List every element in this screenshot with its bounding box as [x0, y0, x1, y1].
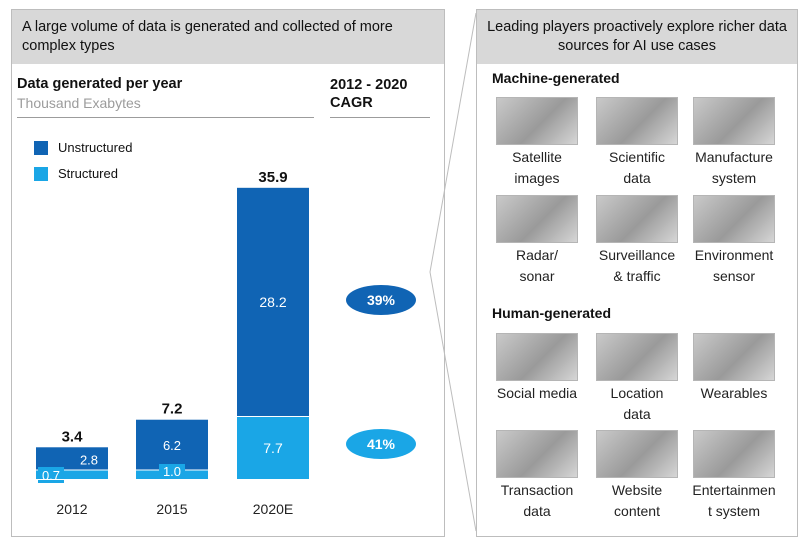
machine-item-tile: Surveillance & traffic — [590, 195, 684, 287]
bar-unstructured-2020E — [237, 187, 309, 417]
left-panel-header: A large volume of data is generated and … — [12, 10, 444, 64]
total-label-2015: 7.2 — [162, 401, 183, 418]
cagr-title: 2012 - 2020 CAGR — [330, 76, 407, 112]
segment-label-unstructured-2020E: 28.2 — [259, 294, 286, 310]
human-item-caption-line1: Wearables — [700, 385, 768, 401]
human-item-caption-line1: Location — [610, 385, 664, 401]
legend-swatch-structured — [34, 166, 48, 181]
total-label-2020E: 35.9 — [258, 169, 287, 186]
legend-item-structured: Structured — [34, 166, 118, 181]
machine-item-tile: Scientific data — [590, 97, 684, 189]
machine-item-caption-line2: & traffic — [613, 268, 661, 284]
machine-item-caption-line2: images — [514, 170, 560, 186]
human-item-caption-line2: data — [523, 503, 551, 519]
human-item-caption-line1: Website — [611, 482, 663, 498]
human-item-caption: Website content — [590, 480, 684, 522]
human-item-thumbnail-image — [496, 430, 578, 478]
machine-item-caption: Satellite images — [490, 147, 584, 189]
category-label-2012: 2012 — [56, 501, 87, 517]
machine-item-caption: Environment sensor — [687, 245, 781, 287]
machine-item-caption-line2: sonar — [519, 268, 555, 284]
human-item-caption-line2: content — [614, 503, 660, 519]
machine-item-thumbnail-image — [596, 195, 678, 243]
chart-title: Data generated per year — [17, 76, 183, 92]
machine-generated-label: Machine-generated — [492, 70, 620, 86]
human-item-tile: Location data — [590, 333, 684, 425]
human-item-thumbnail-image — [596, 333, 678, 381]
bar-unstructured-2015 — [136, 419, 208, 470]
bar-structured-2020E — [237, 416, 309, 479]
machine-item-caption-line1: Environment — [694, 247, 774, 263]
machine-item-caption: Manufacture system — [687, 147, 781, 189]
cagr-badge-structured: 41% — [346, 429, 416, 459]
label-bg-structured-2015 — [159, 464, 185, 479]
machine-item-tile: Environment sensor — [687, 195, 781, 287]
machine-item-caption-line1: Radar/ — [515, 247, 559, 263]
human-generated-label: Human-generated — [492, 305, 612, 321]
machine-item-tile: Radar/sonar — [490, 195, 584, 287]
human-item-caption: Entertainmen t system — [687, 480, 781, 522]
machine-item-thumbnail-image — [693, 97, 775, 145]
machine-item-caption-line1: Surveillance — [598, 247, 676, 263]
human-item-caption-line2: data — [623, 406, 651, 422]
legend-label-structured: Structured — [58, 166, 118, 181]
human-item-thumbnail-image — [693, 333, 775, 381]
human-item-caption-line1: Entertainmen — [692, 482, 776, 498]
machine-item-caption: Surveillance & traffic — [590, 245, 684, 287]
human-item-tile: Website content — [590, 430, 684, 522]
human-item-tile: Social media — [490, 333, 584, 404]
machine-item-caption-line2: system — [711, 170, 757, 186]
total-label-2012: 3.4 — [62, 428, 84, 445]
machine-item-tile: Satellite images — [490, 97, 584, 189]
human-item-thumbnail-image — [596, 430, 678, 478]
segment-label-structured-2015: 1.0 — [163, 464, 181, 479]
bar-structured-2012 — [36, 470, 108, 479]
human-item-caption: Location data — [590, 383, 684, 425]
legend-swatch-unstructured — [34, 140, 48, 155]
cagr-title-line1: 2012 - 2020 — [330, 77, 408, 93]
human-item-thumbnail-image — [693, 430, 775, 478]
machine-item-caption-line2: data — [623, 170, 651, 186]
human-item-caption-line1: Social media — [496, 385, 578, 401]
machine-item-thumbnail-image — [596, 97, 678, 145]
machine-item-thumbnail-image — [496, 195, 578, 243]
chart-title-rule — [17, 117, 314, 118]
machine-item-caption-line1: Manufacture — [695, 149, 773, 165]
category-label-2020E: 2020E — [253, 501, 293, 517]
segment-label-unstructured-2012: 2.8 — [80, 452, 98, 467]
human-item-tile: Wearables — [687, 333, 781, 404]
human-item-tile: Transaction data — [490, 430, 584, 522]
bar-unstructured-2012 — [36, 447, 108, 470]
human-item-caption: Wearables — [687, 383, 781, 404]
human-item-caption: Social media — [490, 383, 584, 404]
legend-item-unstructured: Unstructured — [34, 140, 132, 155]
machine-item-caption-line1: Scientific — [608, 149, 666, 165]
machine-item-caption-line2: sensor — [712, 268, 756, 284]
machine-item-thumbnail-image — [496, 97, 578, 145]
human-item-caption-line1: Transaction — [500, 482, 574, 498]
machine-item-caption: Scientific data — [590, 147, 684, 189]
legend-label-unstructured: Unstructured — [58, 140, 133, 155]
machine-item-thumbnail-image — [693, 195, 775, 243]
cagr-title-line2: CAGR — [330, 95, 373, 111]
human-item-caption: Transaction data — [490, 480, 584, 522]
segment-label-unstructured-2015: 6.2 — [163, 438, 181, 453]
chart-subtitle: Thousand Exabytes — [17, 95, 141, 111]
human-item-tile: Entertainmen t system — [687, 430, 781, 522]
human-item-thumbnail-image — [496, 333, 578, 381]
category-label-2015: 2015 — [156, 501, 187, 517]
segment-label-structured-2020E: 7.7 — [263, 440, 283, 456]
cagr-badge-unstructured: 39% — [346, 285, 416, 315]
machine-item-tile: Manufacture system — [687, 97, 781, 189]
human-item-caption-line2: t system — [707, 503, 761, 519]
machine-item-caption: Radar/sonar — [490, 245, 584, 287]
right-panel-header: Leading players proactively explore rich… — [477, 10, 797, 64]
machine-item-caption-line1: Satellite — [512, 149, 562, 165]
cagr-title-rule — [330, 117, 430, 118]
